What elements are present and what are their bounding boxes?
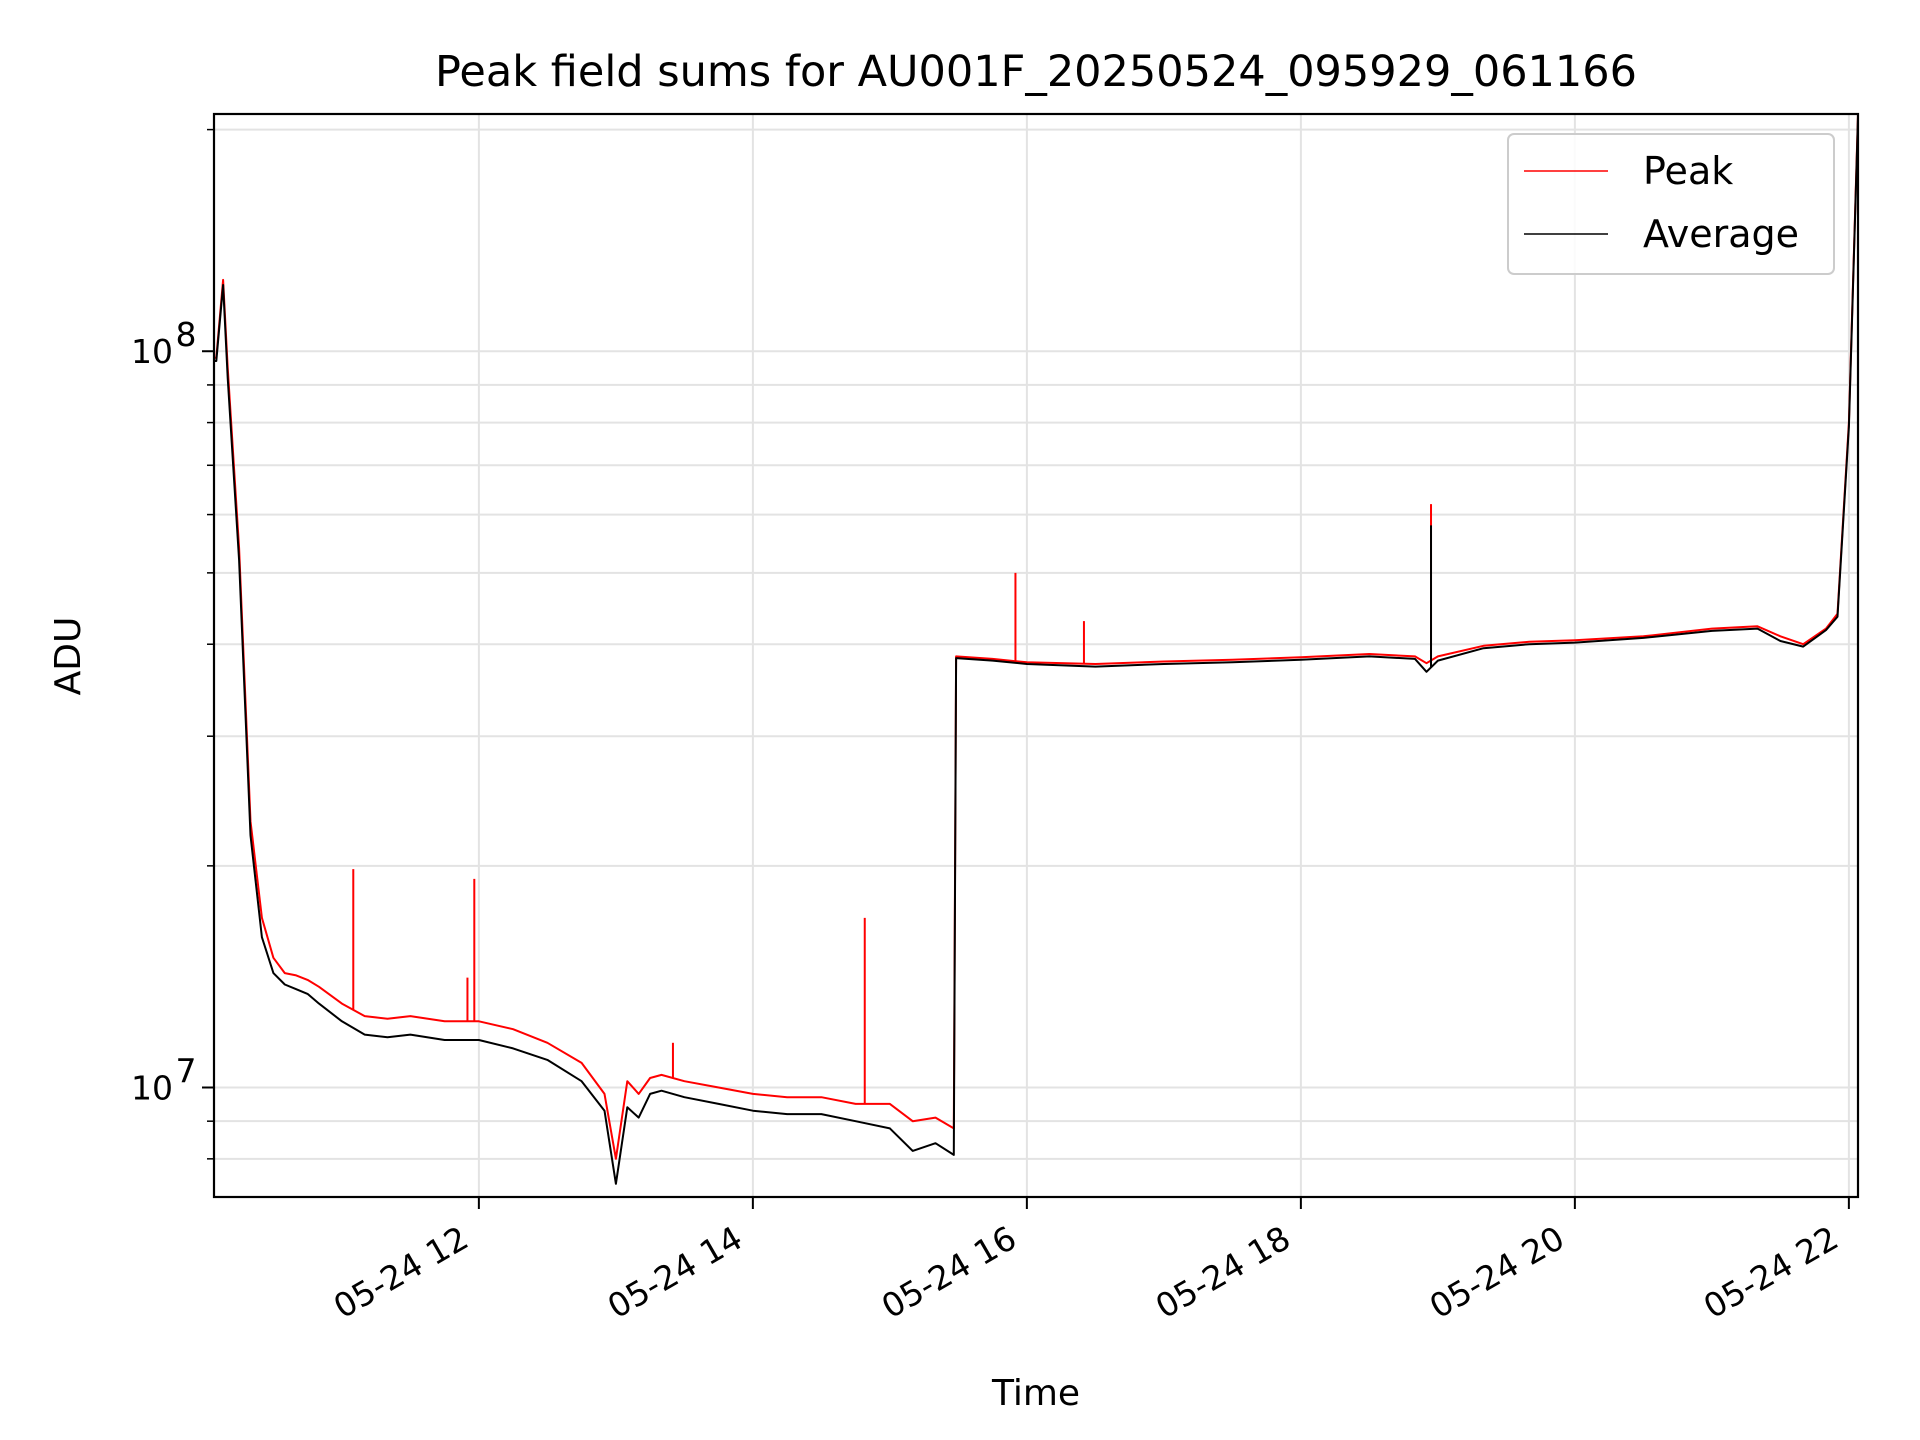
legend: Peak Average	[1507, 133, 1835, 275]
y-tick-label-exponent: 8	[176, 315, 197, 354]
series-line-average	[214, 117, 1859, 1185]
legend-box	[1507, 133, 1835, 275]
x-axis-label: Time	[991, 1373, 1080, 1414]
chart-title: Peak field sums for AU001F_20250524_0959…	[435, 47, 1637, 97]
series-line-peak	[214, 113, 1859, 1160]
y-tick-label: 10	[131, 332, 173, 371]
grid-lines	[214, 114, 1858, 1197]
y-tick-label: 10	[131, 1068, 173, 1107]
legend-label-average: Average	[1643, 212, 1799, 256]
y-axis-label: ADU	[48, 617, 89, 696]
legend-label-peak: Peak	[1643, 149, 1733, 193]
plot-area-frame	[212, 112, 1860, 1199]
y-tick-label-exponent: 7	[176, 1051, 197, 1090]
series-layer	[214, 113, 1859, 1185]
